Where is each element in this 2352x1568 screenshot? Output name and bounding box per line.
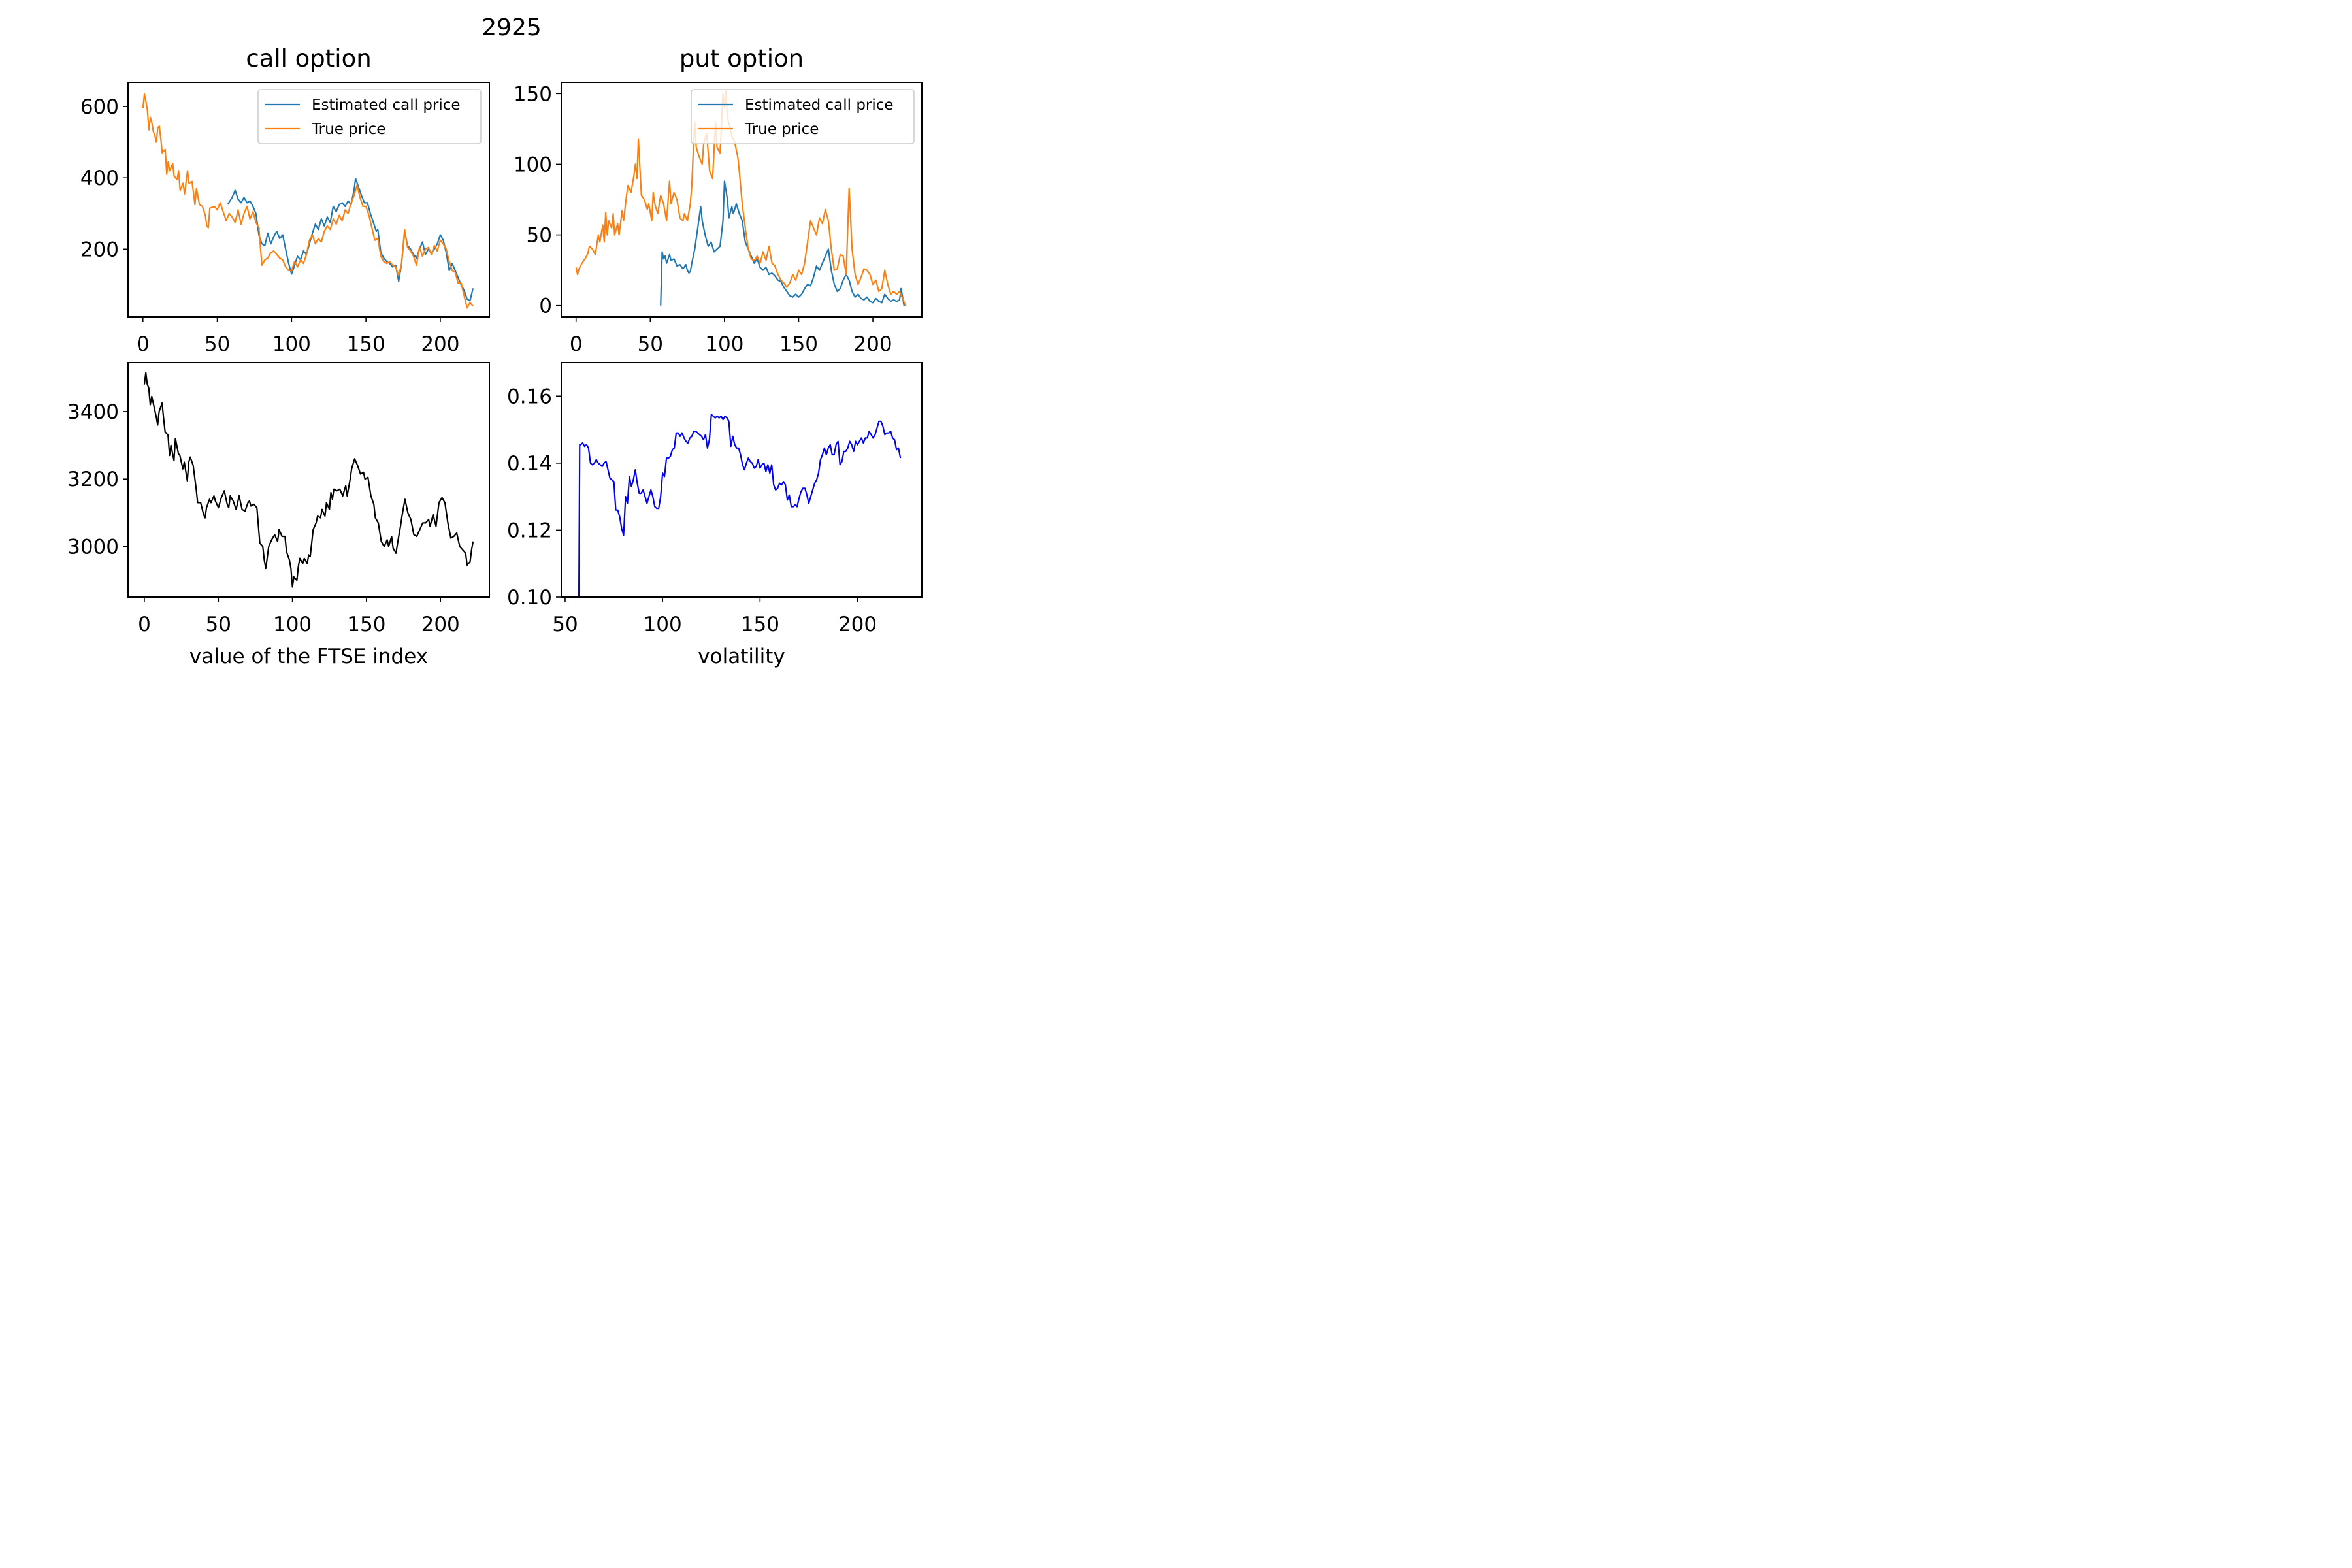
x-tick-label: 200	[853, 333, 892, 356]
y-tick-label: 100	[514, 153, 552, 176]
ftse-index-chart: 0 50 100 150 200 3000 3200 3400 value of the FTS…	[67, 362, 490, 668]
series-line-ftse	[143, 372, 474, 588]
x-tick-label: 50	[204, 333, 230, 356]
x-tick-label: 200	[421, 613, 460, 636]
y-tick-label: 3200	[67, 468, 119, 491]
put-option-chart: 0 50 100 150 200 0 50 100 150 put option Estimated…	[514, 44, 923, 356]
x-tick-label: 50	[638, 333, 663, 356]
x-tick-label: 150	[741, 613, 779, 636]
volatility-chart: 50 100 150 200 0.10 0.12 0.14 0.16 volatility	[507, 362, 923, 668]
y-tick-label: 0.16	[507, 385, 552, 408]
series-line-estimated	[660, 180, 906, 306]
axes-title: call option	[246, 44, 371, 73]
axes-frame	[561, 82, 923, 318]
series-line-vol	[578, 414, 902, 597]
figure-suptitle: 2925	[482, 14, 542, 41]
x-tick-label: 100	[273, 613, 312, 636]
x-tick-label: 200	[421, 333, 459, 356]
y-tick-label: 3400	[67, 400, 119, 424]
figure: 2925 0 50 100 150 200 200 400 600 call option Est…	[67, 14, 923, 668]
y-tick-label: 3000	[67, 536, 119, 559]
legend-entry-label: True price	[311, 121, 385, 138]
legend: Estimated call price True price	[257, 89, 482, 144]
x-axis-label: volatility	[698, 645, 785, 668]
y-tick-label: 0.12	[507, 519, 552, 542]
x-tick-label: 100	[272, 333, 311, 356]
legend: Estimated call price True price	[691, 89, 915, 144]
y-tick-label: 50	[527, 224, 552, 248]
x-tick-label: 0	[570, 333, 583, 356]
y-tick-label: 150	[514, 82, 552, 106]
x-tick-label: 0	[138, 613, 151, 636]
x-tick-label: 50	[206, 613, 231, 636]
x-tick-label: 200	[838, 613, 877, 636]
y-tick-label: 0	[539, 295, 552, 318]
axes-title: put option	[679, 44, 804, 73]
x-tick-label: 150	[347, 613, 385, 636]
axes-frame	[127, 362, 490, 598]
x-tick-label: 150	[779, 333, 818, 356]
x-tick-label: 100	[644, 613, 682, 636]
x-tick-label: 50	[552, 613, 578, 636]
axes-frame	[127, 82, 490, 318]
x-axis-label: value of the FTSE index	[189, 645, 428, 668]
y-tick-label: 0.10	[507, 586, 552, 610]
y-tick-label: 400	[80, 167, 119, 190]
legend-entry-label: Estimated call price	[745, 97, 894, 114]
legend-entry-label: Estimated call price	[312, 97, 461, 114]
axes-frame	[561, 362, 923, 598]
y-tick-label: 0.14	[507, 452, 552, 476]
y-tick-label: 200	[80, 238, 119, 261]
x-tick-label: 150	[347, 333, 385, 356]
legend-entry-label: True price	[744, 121, 819, 138]
call-option-chart: 0 50 100 150 200 200 400 600 call option Estimate…	[80, 44, 490, 356]
x-tick-label: 0	[137, 333, 150, 356]
series-line-true	[142, 93, 474, 309]
series-line-estimated	[227, 178, 474, 302]
x-tick-label: 100	[705, 333, 743, 356]
y-tick-label: 600	[80, 95, 119, 119]
